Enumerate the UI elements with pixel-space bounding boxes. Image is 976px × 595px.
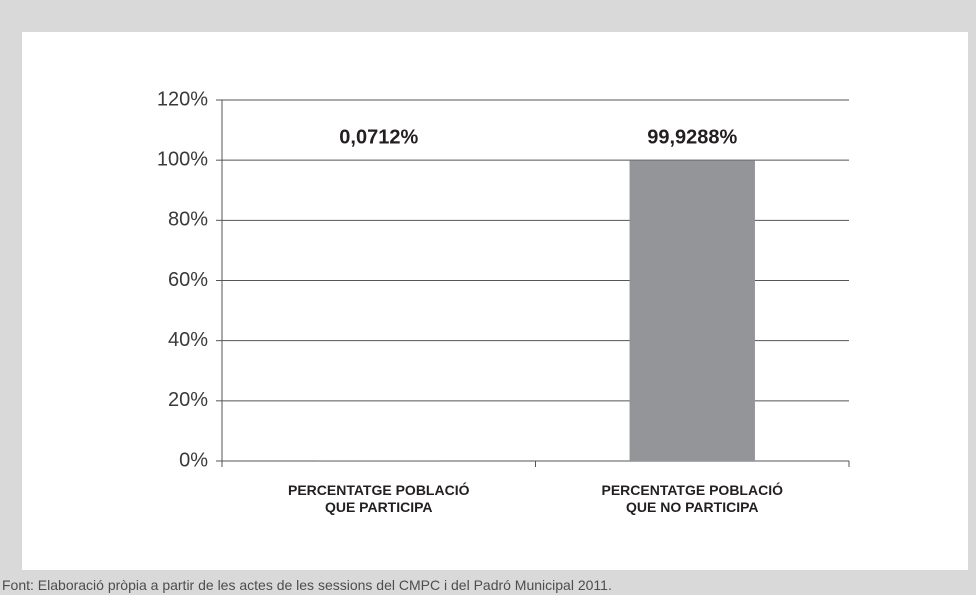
source-note: Font: Elaboració pròpia a partir de les … <box>2 577 612 593</box>
x-tick-label: PERCENTATGE POBLACIÓ QUE NO PARTICIPA <box>601 482 784 515</box>
y-tick-label: 20% <box>168 389 208 411</box>
y-tick-label: 100% <box>157 148 208 170</box>
y-tick-label: 80% <box>168 209 208 231</box>
y-tick-label: 0% <box>179 449 208 471</box>
bar <box>629 160 755 461</box>
panel <box>22 32 968 570</box>
y-tick-label: 120% <box>157 88 208 110</box>
y-tick-label: 40% <box>168 329 208 351</box>
y-tick-label: 60% <box>168 269 208 291</box>
data-label: 99,9288% <box>647 126 737 148</box>
data-label: 0,0712% <box>339 126 418 148</box>
x-tick-label: PERCENTATGE POBLACIÓ QUE PARTICIPA <box>288 482 470 515</box>
